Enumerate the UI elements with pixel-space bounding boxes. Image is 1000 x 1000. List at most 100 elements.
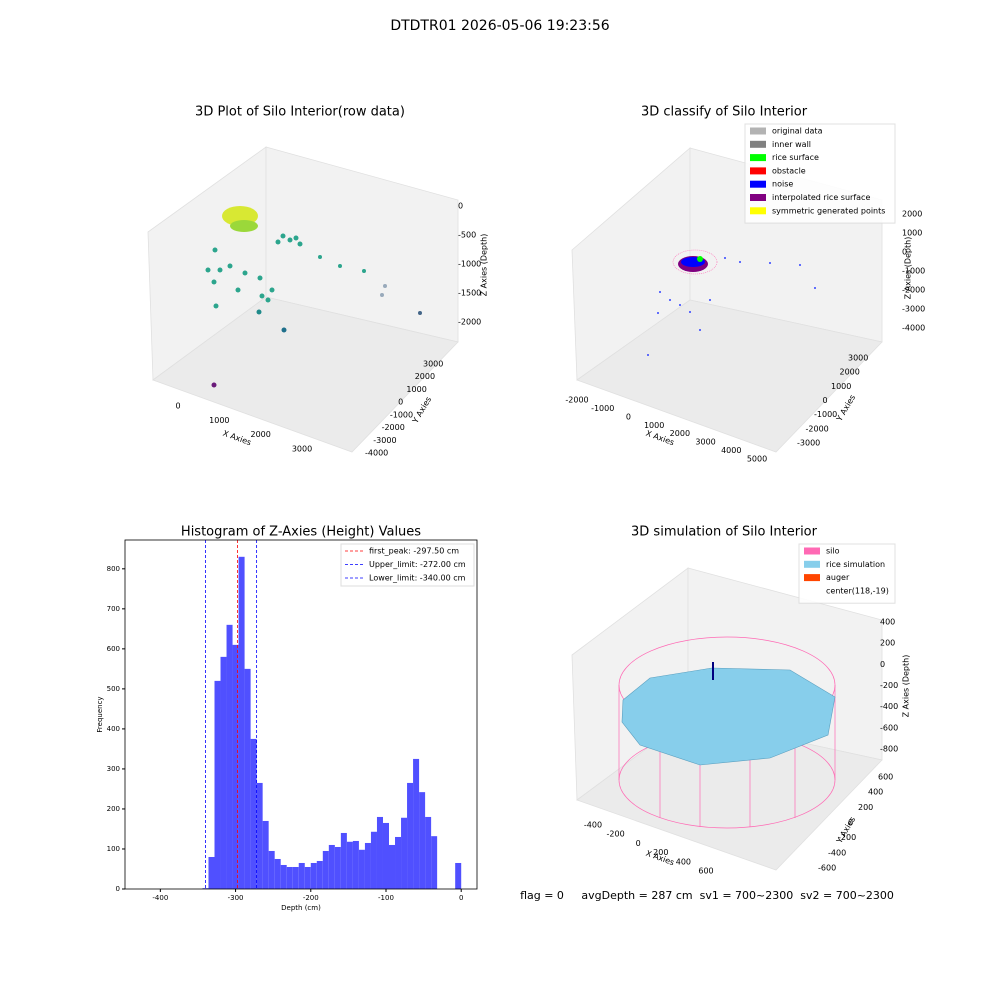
legend-label: interpolated rice surface (772, 193, 870, 202)
z-axis-label: Z Axies (Depth) (904, 237, 913, 300)
bar (274, 858, 281, 889)
legend-swatch (750, 180, 766, 188)
y-tick-label: 300 (107, 765, 120, 773)
z-tick-label: 200 (880, 639, 895, 648)
bar (364, 842, 371, 889)
y-tick-label: 1000 (406, 385, 426, 394)
bar (389, 844, 396, 889)
z-tick-label: -500 (458, 231, 476, 240)
legend-swatch (804, 574, 820, 582)
y-axis-label: Y Axies (410, 395, 433, 425)
y-tick-label: 0 (116, 885, 120, 893)
legend-label: Lower_limit: -340.00 cm (369, 574, 466, 583)
y-tick-label: 500 (107, 685, 120, 693)
legend-swatch (750, 167, 766, 175)
z-tick-label: -800 (880, 745, 898, 754)
x-tick-label: 2000 (250, 430, 270, 439)
z-tick-label: -2000 (458, 318, 481, 327)
bar (395, 836, 402, 889)
bar (370, 831, 377, 889)
legend-label: original data (772, 127, 823, 136)
figure-title: DTDTR01 2026-05-06 19:23:56 (390, 18, 609, 34)
x-tick-label: 0 (636, 839, 641, 848)
legend-swatch (750, 154, 766, 162)
chart-title: 3D simulation of Silo Interior (631, 525, 818, 540)
y-tick-label: 200 (858, 803, 873, 812)
y-tick-label: 0 (398, 398, 403, 407)
legend-label: symmetric generated points (772, 206, 885, 215)
y-tick-label: 700 (107, 605, 120, 613)
bar (322, 850, 329, 889)
z-tick-label: 1000 (902, 229, 922, 238)
chart-title: 3D Plot of Silo Interior(row data) (195, 105, 405, 120)
z-axis-label: Z Axies (Depth) (902, 655, 911, 718)
y-tick-label: -1000 (390, 410, 413, 419)
bar (250, 738, 257, 889)
y-tick-label: -2000 (382, 423, 405, 432)
z-tick-label: -2000 (902, 286, 925, 295)
bar (310, 862, 317, 889)
bar (376, 816, 383, 889)
y-tick-label: 0 (823, 396, 828, 405)
x-tick-label: 1000 (644, 421, 664, 430)
legend-swatch (750, 140, 766, 148)
y-tick-label: 600 (107, 645, 120, 653)
y-tick-label: -200 (838, 833, 856, 842)
bar (244, 668, 251, 889)
x-tick-label: -400 (152, 894, 168, 902)
x-tick-label: -100 (378, 894, 394, 902)
bar (208, 856, 215, 889)
y-tick-label: 3000 (848, 354, 868, 363)
bar (413, 758, 420, 889)
legend-box (340, 543, 475, 587)
bar (304, 866, 311, 889)
legend-swatch (804, 560, 820, 568)
z-tick-label: -1000 (902, 267, 925, 276)
legend-swatch (804, 547, 820, 555)
y-tick-label: -3000 (373, 436, 396, 445)
x-tick-label: 600 (698, 867, 713, 876)
bar (407, 782, 414, 889)
y-tick-label: 800 (107, 565, 120, 573)
legend-label: rice simulation (826, 560, 885, 569)
y-tick-label: 3000 (423, 360, 443, 369)
x-tick-label: -200 (303, 894, 319, 902)
z-tick-label: 0 (458, 202, 463, 211)
x-tick-label: -200 (607, 830, 625, 839)
z-tick-label: 400 (880, 618, 895, 627)
legend-swatch (750, 194, 766, 201)
bar (431, 836, 438, 889)
legend-label: noise (772, 180, 793, 189)
x-tick-label: 3000 (695, 438, 715, 447)
bar (358, 849, 365, 889)
bar (286, 866, 293, 889)
rice-surface (621, 667, 836, 766)
z-axis-label: Z Axies (Depth) (480, 234, 489, 297)
y-tick-label: 2000 (840, 368, 860, 377)
x-tick-label: -2000 (565, 396, 588, 405)
z-tick-label: -4000 (902, 324, 925, 333)
y-tick-label: 1000 (831, 382, 851, 391)
bar (256, 782, 263, 889)
bar (220, 656, 227, 889)
legend-box (798, 543, 896, 604)
bar (262, 820, 269, 889)
bar (238, 556, 245, 889)
legend-label: rice surface (772, 153, 819, 162)
y-tick-label: -4000 (365, 449, 388, 458)
y-axis-label: Y Axies (834, 393, 857, 423)
axes-3d-sim (571, 567, 883, 871)
bar (214, 680, 221, 889)
bar (455, 862, 462, 889)
z-tick-label: -400 (880, 702, 898, 711)
bar (382, 822, 389, 889)
bar (292, 866, 299, 889)
z-tick-label: -3000 (902, 305, 925, 314)
bar (334, 846, 341, 889)
y-tick-label: -400 (828, 848, 846, 857)
bar (298, 862, 305, 889)
x-tick-label: -400 (584, 821, 602, 830)
bar (340, 832, 347, 889)
pane (576, 299, 883, 453)
